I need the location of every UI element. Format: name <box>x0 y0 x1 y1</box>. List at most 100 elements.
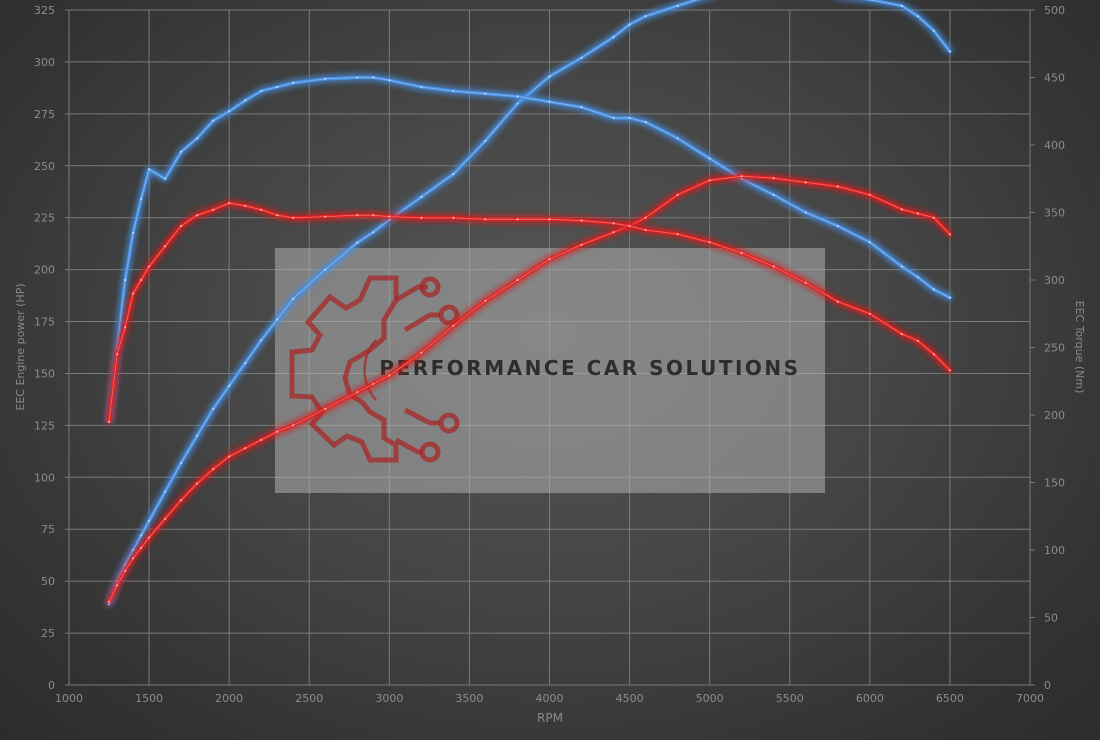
data-point <box>708 179 711 182</box>
data-point <box>772 177 775 180</box>
data-point <box>276 214 279 217</box>
watermark: PERFORMANCE CAR SOLUTIONS <box>275 248 825 493</box>
data-point <box>228 384 231 387</box>
data-point <box>804 211 807 214</box>
data-point <box>212 119 215 122</box>
y-right-tick-label: 50 <box>1044 612 1058 625</box>
data-point <box>420 85 423 89</box>
data-point <box>612 231 615 234</box>
data-point <box>516 218 519 221</box>
data-point <box>644 216 647 219</box>
data-point <box>124 563 127 566</box>
data-point <box>948 50 952 53</box>
y-right-tick-label: 250 <box>1044 342 1065 355</box>
data-point <box>484 139 487 142</box>
y-left-tick-label: 275 <box>34 108 55 121</box>
y-left-tick-label: 75 <box>41 523 55 536</box>
data-point <box>132 548 135 552</box>
data-point <box>484 92 487 95</box>
y-left-tick-label: 150 <box>34 367 55 380</box>
x-tick-label: 6500 <box>936 692 964 705</box>
data-point <box>107 600 111 604</box>
data-point <box>676 137 679 140</box>
data-point <box>164 490 167 493</box>
data-point <box>148 168 151 171</box>
data-point <box>740 175 743 178</box>
data-point <box>580 106 583 109</box>
data-point <box>260 89 263 93</box>
x-tick-label: 3500 <box>455 692 483 705</box>
data-point <box>916 15 920 18</box>
data-point <box>356 391 359 394</box>
data-point <box>164 517 167 520</box>
data-point <box>180 461 183 464</box>
data-point <box>388 218 391 221</box>
data-point <box>452 173 455 176</box>
data-point <box>868 0 871 1</box>
y-left-tick-label: 50 <box>41 575 55 588</box>
data-point <box>948 369 952 372</box>
data-point <box>676 4 679 7</box>
data-point <box>372 382 375 385</box>
y-axis-right-label: EEC Torque (Nm) <box>1073 301 1086 394</box>
x-tick-label: 4000 <box>536 692 564 705</box>
y-left-tick-label: 300 <box>34 56 55 69</box>
data-point <box>140 197 143 201</box>
data-point <box>212 208 215 211</box>
data-point <box>932 216 936 219</box>
y-right-tick-label: 0 <box>1044 679 1051 692</box>
data-point <box>804 281 807 284</box>
data-point <box>916 276 920 279</box>
data-point <box>452 324 455 327</box>
data-point <box>948 233 952 236</box>
y-left-tick-label: 175 <box>34 316 55 329</box>
data-point <box>932 288 936 291</box>
data-point <box>276 430 279 433</box>
axis-ticks: 1000 1500 2000 2500 3000 3500 4000 4500 5000 5500… <box>34 4 1065 705</box>
data-point <box>644 121 647 124</box>
data-point <box>580 243 583 246</box>
watermark-text: PERFORMANCE CAR SOLUTIONS <box>379 356 800 380</box>
data-point <box>740 177 743 180</box>
data-point <box>180 499 183 502</box>
data-point <box>356 76 359 79</box>
y-left-tick-label: 0 <box>48 679 55 692</box>
data-point <box>644 15 647 18</box>
data-point <box>708 157 711 160</box>
y-left-tick-label: 250 <box>34 160 55 173</box>
data-point <box>148 536 151 539</box>
data-point <box>580 219 583 222</box>
data-point <box>388 79 391 82</box>
data-point <box>124 569 127 572</box>
data-point <box>132 292 135 295</box>
data-point <box>868 312 871 315</box>
data-point <box>420 195 423 198</box>
data-point <box>292 297 295 300</box>
data-point <box>324 407 327 410</box>
data-point <box>516 102 519 105</box>
data-point <box>420 351 423 354</box>
data-point <box>388 215 391 218</box>
data-point <box>124 278 127 282</box>
y-right-tick-label: 100 <box>1044 544 1065 557</box>
data-point <box>212 467 215 471</box>
data-point <box>612 116 615 120</box>
data-point <box>372 231 375 234</box>
data-point <box>148 519 151 523</box>
data-point <box>180 150 183 153</box>
data-point <box>196 482 199 485</box>
data-point <box>116 353 119 356</box>
grid <box>65 9 1035 686</box>
data-point <box>228 110 231 113</box>
y-right-tick-label: 200 <box>1044 409 1065 422</box>
x-tick-label: 3000 <box>375 692 403 705</box>
data-point <box>612 222 615 225</box>
data-point <box>276 85 279 89</box>
data-point <box>164 245 167 248</box>
data-point <box>676 233 679 236</box>
data-point <box>932 29 936 32</box>
data-point <box>708 241 711 244</box>
data-point <box>772 193 775 196</box>
data-point <box>164 177 167 180</box>
